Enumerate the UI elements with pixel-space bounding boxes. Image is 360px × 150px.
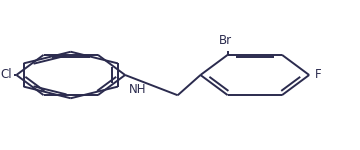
Text: Br: Br	[219, 34, 233, 47]
Text: F: F	[314, 69, 321, 81]
Text: Cl: Cl	[1, 69, 12, 81]
Text: NH: NH	[129, 83, 146, 96]
